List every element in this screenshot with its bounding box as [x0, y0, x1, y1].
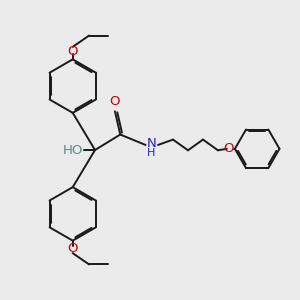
Text: O: O — [68, 242, 78, 255]
Text: O: O — [224, 142, 234, 155]
Text: O: O — [68, 45, 78, 58]
Text: HO: HO — [63, 143, 83, 157]
Text: N: N — [147, 137, 157, 150]
Text: O: O — [110, 95, 120, 108]
Text: H: H — [147, 148, 155, 158]
